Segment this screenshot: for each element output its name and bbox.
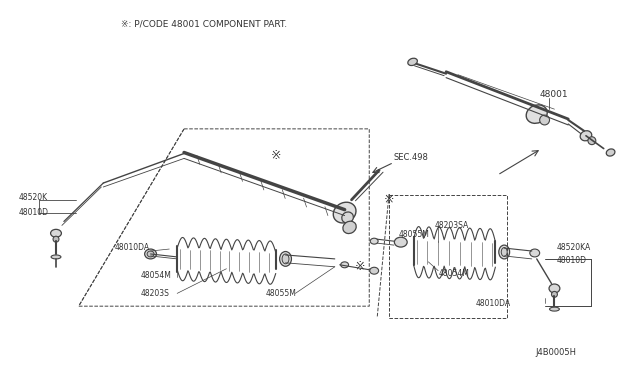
Text: ※: ※ (384, 193, 394, 206)
Ellipse shape (280, 251, 291, 266)
Ellipse shape (333, 202, 356, 223)
Ellipse shape (501, 248, 507, 256)
Text: SEC.498: SEC.498 (394, 153, 429, 162)
Ellipse shape (550, 307, 559, 311)
Text: ※: ※ (355, 260, 365, 273)
Ellipse shape (530, 249, 540, 257)
Circle shape (53, 236, 59, 242)
Ellipse shape (343, 221, 356, 234)
Ellipse shape (51, 255, 61, 259)
Ellipse shape (342, 212, 353, 223)
Ellipse shape (145, 249, 156, 259)
Ellipse shape (340, 262, 349, 268)
Text: 48520K: 48520K (19, 193, 48, 202)
Ellipse shape (549, 284, 560, 293)
Text: 48055M: 48055M (399, 230, 429, 239)
Circle shape (552, 291, 557, 297)
Text: 48010DA: 48010DA (476, 299, 511, 308)
Ellipse shape (526, 105, 547, 124)
Ellipse shape (51, 230, 61, 237)
Text: 48010D: 48010D (556, 256, 586, 265)
Ellipse shape (394, 237, 407, 247)
Text: ※: ※ (271, 149, 281, 162)
Ellipse shape (606, 149, 615, 156)
Circle shape (540, 115, 550, 125)
Ellipse shape (370, 238, 378, 244)
Ellipse shape (147, 251, 154, 257)
Ellipse shape (282, 254, 289, 264)
Text: 48203S: 48203S (141, 289, 170, 298)
Text: 48203SA: 48203SA (435, 221, 468, 230)
Ellipse shape (370, 267, 379, 274)
Text: 48055M: 48055M (266, 289, 297, 298)
Text: 48520KA: 48520KA (556, 243, 591, 251)
Text: 48001: 48001 (540, 90, 568, 99)
Text: 48010DA: 48010DA (115, 243, 150, 251)
Text: J4B0005H: J4B0005H (535, 348, 576, 357)
Circle shape (588, 137, 596, 145)
Text: ※: P/CODE 48001 COMPONENT PART.: ※: P/CODE 48001 COMPONENT PART. (121, 20, 287, 29)
Text: 48010D: 48010D (19, 208, 49, 217)
Ellipse shape (580, 131, 592, 141)
Text: 48054M: 48054M (438, 269, 469, 278)
Text: 48054M: 48054M (141, 271, 172, 280)
Ellipse shape (499, 245, 509, 259)
Ellipse shape (408, 58, 417, 65)
